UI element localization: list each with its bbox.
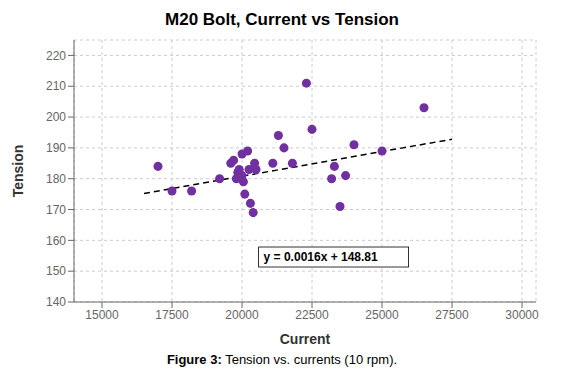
svg-text:17500: 17500 [155,308,189,322]
svg-text:15000: 15000 [85,308,119,322]
svg-text:180: 180 [46,172,66,186]
svg-text:Tension: Tension [10,145,26,198]
svg-text:30000: 30000 [505,308,539,322]
svg-text:210: 210 [46,79,66,93]
svg-text:160: 160 [46,234,66,248]
html-text:M20 Bolt, Current vs Tension: M20 Bolt, Current vs Tension [165,10,399,29]
svg-text:170: 170 [46,203,66,217]
svg-text:y = 0.0016x + 148.81: y = 0.0016x + 148.81 [264,250,378,264]
svg-text:150: 150 [46,264,66,278]
svg-text:20000: 20000 [225,308,259,322]
svg-text:Current: Current [280,331,331,347]
svg-text:25000: 25000 [365,308,399,322]
svg-text:200: 200 [46,110,66,124]
svg-text:190: 190 [46,141,66,155]
svg-text:22500: 22500 [295,308,329,322]
html-text:Figure 3: Tension vs. currents: Figure 3: Tension vs. currents (10 rpm). [166,352,398,367]
svg-text:27500: 27500 [435,308,469,322]
svg-text:140: 140 [46,295,66,309]
svg-text:220: 220 [46,49,66,63]
